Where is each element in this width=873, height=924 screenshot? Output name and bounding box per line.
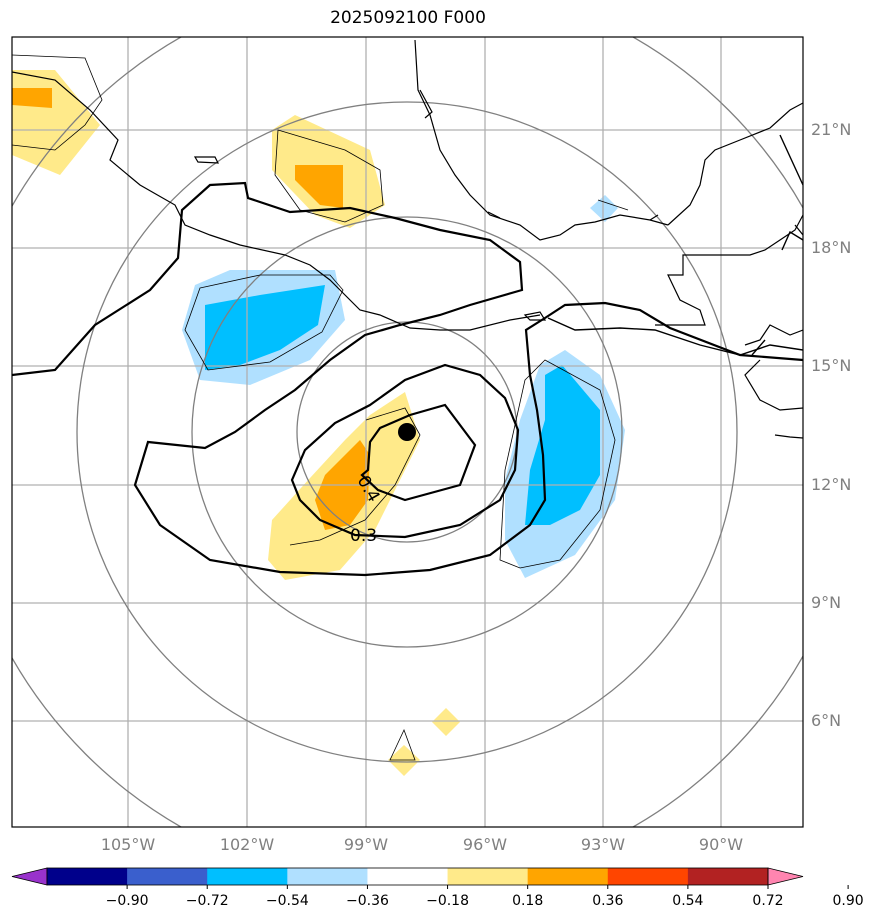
lat-label: 9°N	[811, 593, 841, 612]
colorbar-segment	[287, 868, 368, 885]
storm-center-marker	[398, 423, 416, 441]
colorbar-label: −0.18	[426, 893, 469, 909]
colorbar-label: −0.54	[266, 893, 309, 909]
colorbar-segment	[47, 868, 128, 885]
colorbar: −0.90 −0.72 −0.54 −0.36 −0.18 0.18 0.36 0.54 0.7…	[11, 867, 864, 909]
lat-label: 12°N	[811, 475, 851, 494]
map-border	[11, 36, 804, 828]
strong-positive-anomaly-nw	[12, 88, 52, 108]
lat-label: 21°N	[811, 120, 851, 139]
colorbar-segment	[447, 868, 529, 885]
map-title: 2025092100 F000	[330, 8, 486, 28]
coastlines	[12, 39, 803, 439]
lon-label: 99°W	[344, 835, 388, 854]
colorbar-extend-max	[767, 867, 804, 886]
colorbar-label: 0.54	[672, 893, 703, 909]
thick-contours	[12, 181, 803, 577]
colorbar-label: −0.72	[186, 893, 229, 909]
lat-label: 15°N	[811, 356, 851, 375]
colorbar-label: 0.18	[512, 893, 543, 909]
longitude-labels: 105°W 102°W 99°W 96°W 93°W 90°W	[101, 835, 743, 854]
range-rings	[12, 37, 803, 827]
thin-contours	[12, 54, 629, 761]
colorbar-extend-min	[11, 867, 48, 886]
colorbar-label: 0.72	[752, 893, 783, 909]
contour-label-2: 0.3	[350, 526, 377, 546]
colorbar-label: 0.36	[592, 893, 623, 909]
colorbar-label: 0.90	[833, 893, 864, 909]
colorbar-segment	[687, 868, 769, 885]
colorbar-label: −0.36	[346, 893, 389, 909]
lon-label: 105°W	[101, 835, 156, 854]
negative-anomaly-small	[590, 195, 618, 222]
lon-label: 93°W	[581, 835, 625, 854]
colorbar-segment	[367, 868, 449, 885]
colorbar-segment	[207, 868, 288, 885]
colorbar-segment	[527, 868, 609, 885]
latitude-labels: 21°N 18°N 15°N 12°N 9°N 6°N	[811, 120, 851, 730]
strong-negative-anomaly-west	[205, 285, 325, 370]
colorbar-segment	[127, 868, 208, 885]
lon-label: 90°W	[699, 835, 743, 854]
positive-anomaly-small-1	[432, 708, 460, 736]
borders	[547, 134, 803, 356]
colorbar-border	[46, 867, 769, 886]
lat-label: 6°N	[811, 711, 841, 730]
lat-label: 18°N	[811, 238, 851, 257]
graticule	[12, 37, 803, 827]
colorbar-label: −0.90	[106, 893, 149, 909]
strong-positive-anomaly-north	[295, 165, 343, 208]
lon-label: 96°W	[463, 835, 507, 854]
lon-label: 102°W	[220, 835, 275, 854]
colorbar-segment	[607, 868, 689, 885]
